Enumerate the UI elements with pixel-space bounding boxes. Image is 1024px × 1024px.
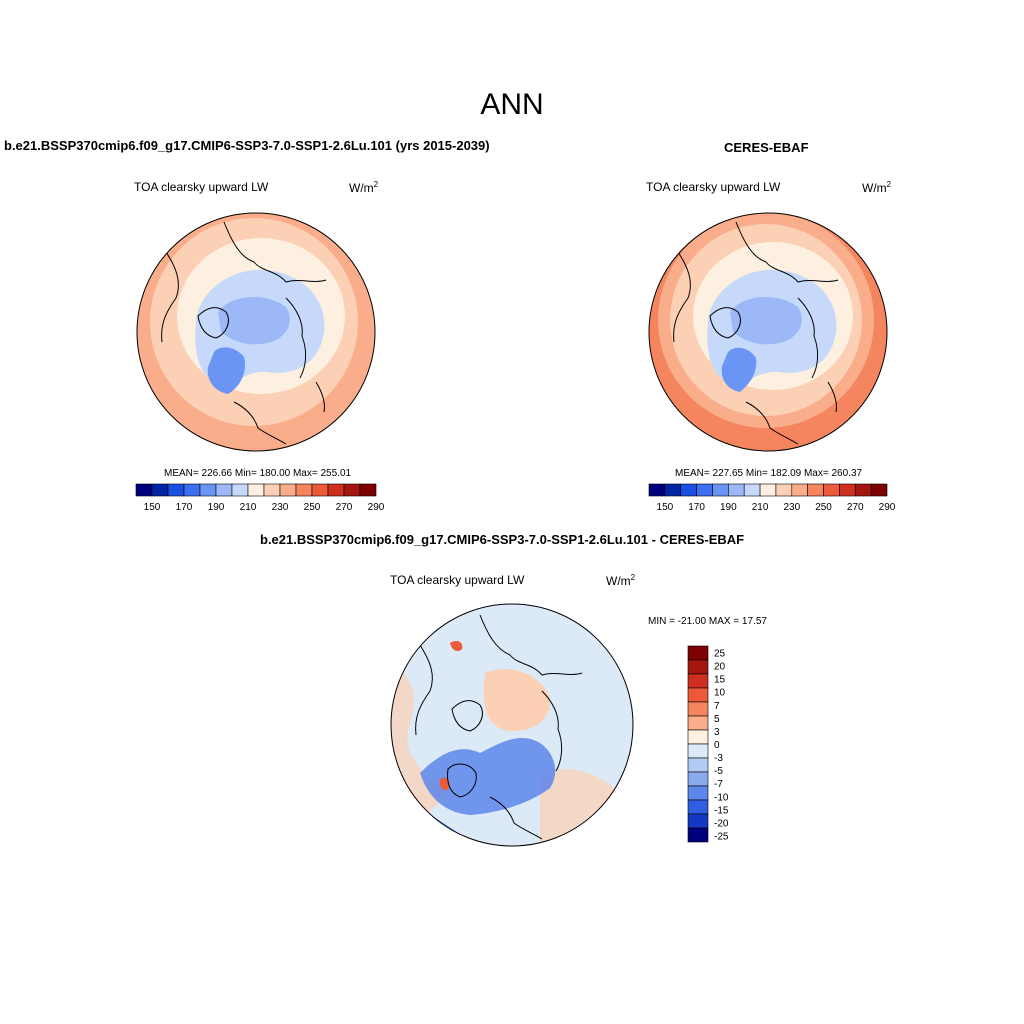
diff-colorbar-tick-label: 5 [714,714,720,725]
diff-colorbar-tick-label: 10 [714,688,726,699]
diff-colorbar-tick-label: -20 [714,818,729,829]
obs-colorbar-swatch [839,483,856,497]
obs-colorbar-tick-label: 290 [879,502,896,513]
diff-colorbar-tick-label: 25 [714,649,726,660]
diff-colorbar-tick-label: -5 [714,766,723,777]
obs-units-label: W/m2 [862,180,892,195]
diff-colorbar-swatch [687,687,709,703]
obs-colorbar-swatch [807,483,824,497]
model-colorbar-swatch [295,483,313,497]
obs-colorbar-tick-label: 170 [688,502,705,513]
diff-colorbar-swatch [687,771,709,787]
obs-colorbar-swatch [712,483,729,497]
model-colorbar-swatch [343,483,361,497]
diff-colorbar-tick-label: 7 [714,701,720,712]
model-colorbar-tick-label: 290 [368,502,385,513]
model-colorbar-swatch [311,483,329,497]
diff-colorbar-swatch [687,729,709,745]
diff-colorbar-swatch [687,715,709,731]
model-colorbar-tick-label: 190 [208,502,225,513]
diff-colorbar-tick-label: 3 [714,727,720,738]
diff-colorbar-tick-label: -10 [714,792,729,803]
diff-colorbar-swatch [687,673,709,689]
model-polar-map [136,212,376,452]
obs-colorbar-swatch [648,483,666,497]
model-colorbar-tick-label: 270 [336,502,353,513]
diff-colorbar-swatch [687,645,709,661]
diff-colorbar-tick-label: -7 [714,779,723,790]
obs-colorbar-swatch [791,483,808,497]
model-colorbar-swatch [199,483,217,497]
model-colorbar-tick-label: 150 [144,502,161,513]
obs-colorbar-swatch [759,483,777,497]
model-colorbar-tick-label: 210 [240,502,257,513]
model-colorbar-swatch [247,483,265,497]
obs-colorbar-swatch [680,483,697,497]
diff-colorbar-tick-label: -3 [714,753,723,764]
obs-colorbar: 150 170 190 210 230 250 270 290 [648,483,896,513]
diff-colorbar-swatch [687,701,709,717]
obs-colorbar-swatch [664,483,682,497]
obs-colorbar-swatch [696,483,713,497]
model-stats: MEAN= 226.66 Min= 180.00 Max= 255.01 [164,468,352,479]
obs-colorbar-tick-label: 150 [657,502,674,513]
diff-colorbar-swatch [687,743,709,759]
obs-variable-label: TOA clearsky upward LW [646,180,781,194]
diff-colorbar-tick-label: -15 [714,805,729,816]
diff-units-label: W/m2 [606,573,636,588]
model-variable-label: TOA clearsky upward LW [134,180,269,194]
diff-colorbar-tick-label: -25 [714,831,729,842]
obs-colorbar-swatch [870,483,888,497]
obs-colorbar-tick-label: 250 [815,502,832,513]
obs-colorbar-swatch [823,483,840,497]
diff-colorbar-swatch [687,813,709,829]
model-colorbar-swatch [135,483,153,497]
obs-stats: MEAN= 227.65 Min= 182.09 Max= 260.37 [675,468,863,479]
model-colorbar-tick-label: 170 [176,502,193,513]
obs-colorbar-swatch [854,483,872,497]
obs-colorbar-tick-label: 230 [783,502,800,513]
diff-colorbar-tick-label: 15 [714,675,726,686]
diff-variable-label: TOA clearsky upward LW [390,573,525,587]
model-colorbar-swatch [167,483,185,497]
diff-panel-title: b.e21.BSSP370cmip6.f09_g17.CMIP6-SSP3-7.… [260,532,745,547]
obs-colorbar-swatch [775,483,793,497]
model-colorbar-tick-label: 250 [304,502,321,513]
obs-colorbar-tick-label: 190 [720,502,737,513]
model-colorbar-swatch [151,483,169,497]
model-colorbar-tick-label: 230 [272,502,289,513]
obs-colorbar-tick-label: 210 [752,502,769,513]
obs-colorbar-swatch [728,483,745,497]
diff-colorbar-tick-label: 0 [714,740,720,751]
model-colorbar: 150 170 190 210 230 250 270 290 [135,483,385,513]
model-colorbar-swatch [359,483,377,497]
obs-colorbar-swatch [743,483,761,497]
model-units-label: W/m2 [349,180,379,195]
diff-colorbar-swatch [687,799,709,815]
page-title: ANN [480,88,544,121]
model-panel-title: b.e21.BSSP370cmip6.f09_g17.CMIP6-SSP3-7.… [4,138,490,153]
diff-colorbar-swatch [687,659,709,675]
model-colorbar-swatch [327,483,345,497]
diff-colorbar-swatch [687,785,709,801]
obs-colorbar-tick-label: 270 [847,502,864,513]
model-colorbar-swatch [183,483,201,497]
diff-colorbar: 25 20 15 10 7 5 3 0 -3 -5 -7 -10 -15 -20 -25 [687,645,729,843]
obs-polar-map [648,212,888,452]
diff-colorbar-swatch [687,757,709,773]
model-colorbar-swatch [215,483,233,497]
model-colorbar-swatch [231,483,249,497]
diff-colorbar-swatch [687,827,709,843]
obs-panel-title: CERES-EBAF [724,140,809,155]
diff-polar-map [390,603,634,847]
model-colorbar-swatch [279,483,297,497]
diff-colorbar-tick-label: 20 [714,662,726,673]
diff-stats: MIN = -21.00 MAX = 17.57 [648,616,767,627]
model-colorbar-swatch [263,483,281,497]
